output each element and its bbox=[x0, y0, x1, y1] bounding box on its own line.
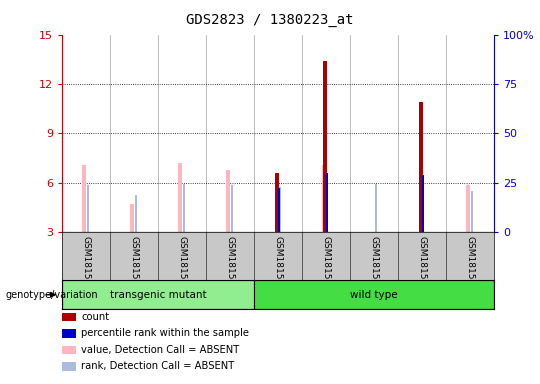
Text: GSM181541: GSM181541 bbox=[274, 236, 282, 291]
Text: rank, Detection Call = ABSENT: rank, Detection Call = ABSENT bbox=[81, 361, 234, 371]
Bar bbox=[419, 102, 423, 232]
Bar bbox=[62, 280, 254, 309]
Bar bbox=[470, 191, 474, 232]
Bar bbox=[323, 61, 327, 232]
Bar bbox=[183, 184, 185, 232]
Text: GSM181545: GSM181545 bbox=[465, 236, 475, 291]
Text: value, Detection Call = ABSENT: value, Detection Call = ABSENT bbox=[81, 345, 239, 355]
Bar bbox=[82, 165, 86, 232]
Text: transgenic mutant: transgenic mutant bbox=[110, 290, 206, 300]
Bar bbox=[134, 195, 138, 232]
Text: wild type: wild type bbox=[350, 290, 398, 300]
Text: genotype/variation: genotype/variation bbox=[5, 290, 98, 300]
Bar bbox=[278, 188, 280, 232]
Text: count: count bbox=[81, 312, 109, 322]
Text: percentile rank within the sample: percentile rank within the sample bbox=[81, 328, 249, 338]
Bar bbox=[375, 184, 377, 232]
Bar bbox=[178, 163, 182, 232]
Text: GSM181543: GSM181543 bbox=[369, 236, 379, 291]
Bar bbox=[279, 187, 281, 232]
Text: GSM181540: GSM181540 bbox=[226, 236, 234, 291]
Text: GDS2823 / 1380223_at: GDS2823 / 1380223_at bbox=[186, 13, 354, 27]
Bar bbox=[130, 204, 134, 232]
Bar bbox=[466, 185, 470, 232]
Bar bbox=[422, 175, 424, 232]
Text: GSM181542: GSM181542 bbox=[322, 236, 330, 291]
Text: GSM181537: GSM181537 bbox=[82, 236, 91, 291]
Bar bbox=[226, 170, 230, 232]
Bar bbox=[275, 173, 279, 232]
Bar bbox=[254, 280, 494, 309]
Text: GSM181538: GSM181538 bbox=[130, 236, 139, 291]
Bar bbox=[86, 185, 90, 232]
Bar bbox=[231, 185, 233, 232]
Text: GSM181544: GSM181544 bbox=[417, 236, 427, 291]
Text: GSM181539: GSM181539 bbox=[178, 236, 187, 291]
Bar bbox=[322, 165, 326, 232]
Bar bbox=[326, 173, 328, 232]
